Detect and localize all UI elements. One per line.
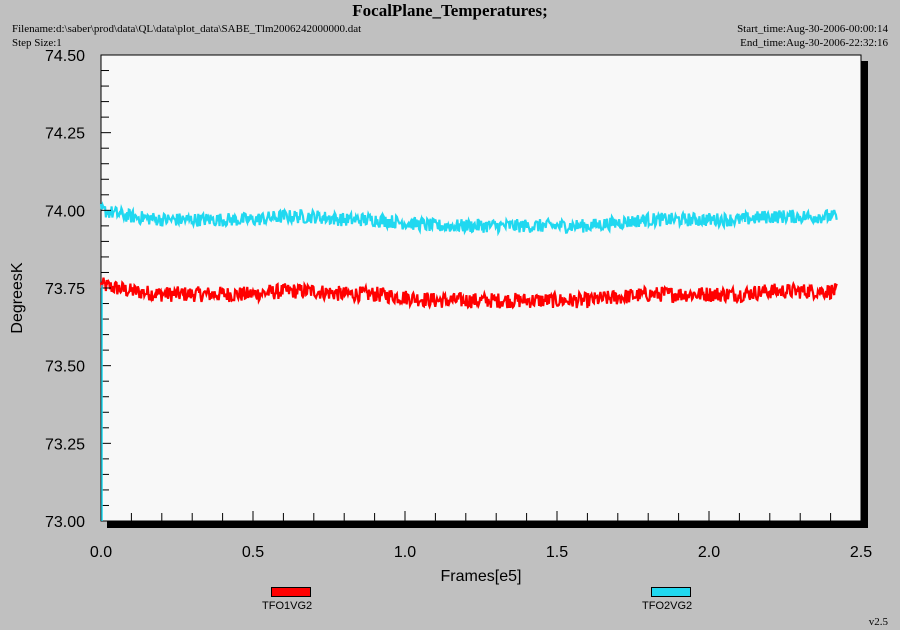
- y-axis-label: DegreesK: [9, 262, 26, 333]
- y-tick-label: 74.00: [45, 203, 85, 220]
- axes-layer: 73.00 73.25 73.50 73.75 74.00 74.25 74.50 0.0 0.…: [45, 48, 872, 561]
- series-line: [99, 201, 838, 237]
- x-tick-label: 1.5: [546, 544, 568, 561]
- series-tfo2vg2: [99, 201, 838, 237]
- y-tick-label: 74.25: [45, 126, 85, 143]
- series-line: [99, 277, 838, 310]
- step-size-label: Step Size:1: [12, 37, 62, 49]
- legend-label-tfo2vg2: TFO2VG2: [642, 600, 693, 612]
- legend-swatch-tfo2vg2: [651, 587, 691, 597]
- end-time-label: End_time:Aug-30-2006-22:32:16: [740, 37, 888, 49]
- y-tick-label: 74.50: [45, 48, 85, 65]
- x-tick-label: 2.0: [698, 544, 720, 561]
- y-tick-label: 73.00: [45, 514, 85, 531]
- series-tfo1vg2: [99, 277, 838, 310]
- legend-swatch-tfo1vg2: [271, 587, 311, 597]
- series-layer: [99, 201, 838, 310]
- y-tick-label: 73.25: [45, 436, 85, 453]
- x-axis-label: Frames[e5]: [441, 568, 522, 585]
- version-label: v2.5: [868, 616, 888, 628]
- y-tick-label: 73.50: [45, 359, 85, 376]
- chart-title: FocalPlane_Temperatures;: [352, 1, 548, 20]
- y-tick-label: 73.75: [45, 281, 85, 298]
- legend-label-tfo1vg2: TFO1VG2: [262, 600, 313, 612]
- start-time-label: Start_time:Aug-30-2006-00:00:14: [737, 23, 888, 35]
- x-tick-label: 1.0: [394, 544, 416, 561]
- x-tick-label: 0.5: [242, 544, 264, 561]
- x-tick-label: 2.5: [850, 544, 872, 561]
- filename-label: Filename:d:\saber\prod\data\QL\data\plot…: [12, 23, 362, 35]
- plot-area: [100, 54, 862, 522]
- x-tick-label: 0.0: [90, 544, 112, 561]
